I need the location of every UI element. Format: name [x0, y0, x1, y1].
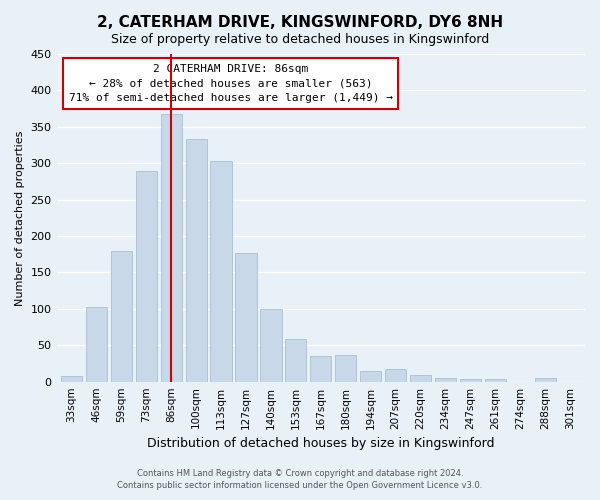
X-axis label: Distribution of detached houses by size in Kingswinford: Distribution of detached houses by size …: [147, 437, 494, 450]
Bar: [86, 306, 107, 382]
Text: 2, CATERHAM DRIVE, KINGSWINFORD, DY6 8NH: 2, CATERHAM DRIVE, KINGSWINFORD, DY6 8NH: [97, 15, 503, 30]
Bar: [385, 368, 406, 382]
Text: Contains HM Land Registry data © Crown copyright and database right 2024.
Contai: Contains HM Land Registry data © Crown c…: [118, 468, 482, 490]
Bar: [285, 340, 307, 382]
Bar: [310, 356, 331, 382]
Bar: [235, 253, 257, 382]
Bar: [260, 309, 281, 382]
Bar: [535, 378, 556, 382]
Bar: [211, 161, 232, 382]
Bar: [136, 171, 157, 382]
Text: 2 CATERHAM DRIVE: 86sqm
← 28% of detached houses are smaller (563)
71% of semi-d: 2 CATERHAM DRIVE: 86sqm ← 28% of detache…: [69, 64, 393, 104]
Bar: [335, 356, 356, 382]
Bar: [460, 380, 481, 382]
Bar: [185, 139, 207, 382]
Bar: [435, 378, 456, 382]
Bar: [111, 250, 132, 382]
Y-axis label: Number of detached properties: Number of detached properties: [15, 130, 25, 306]
Bar: [360, 371, 381, 382]
Text: Size of property relative to detached houses in Kingswinford: Size of property relative to detached ho…: [111, 32, 489, 46]
Bar: [61, 376, 82, 382]
Bar: [410, 375, 431, 382]
Bar: [485, 380, 506, 382]
Bar: [161, 114, 182, 382]
